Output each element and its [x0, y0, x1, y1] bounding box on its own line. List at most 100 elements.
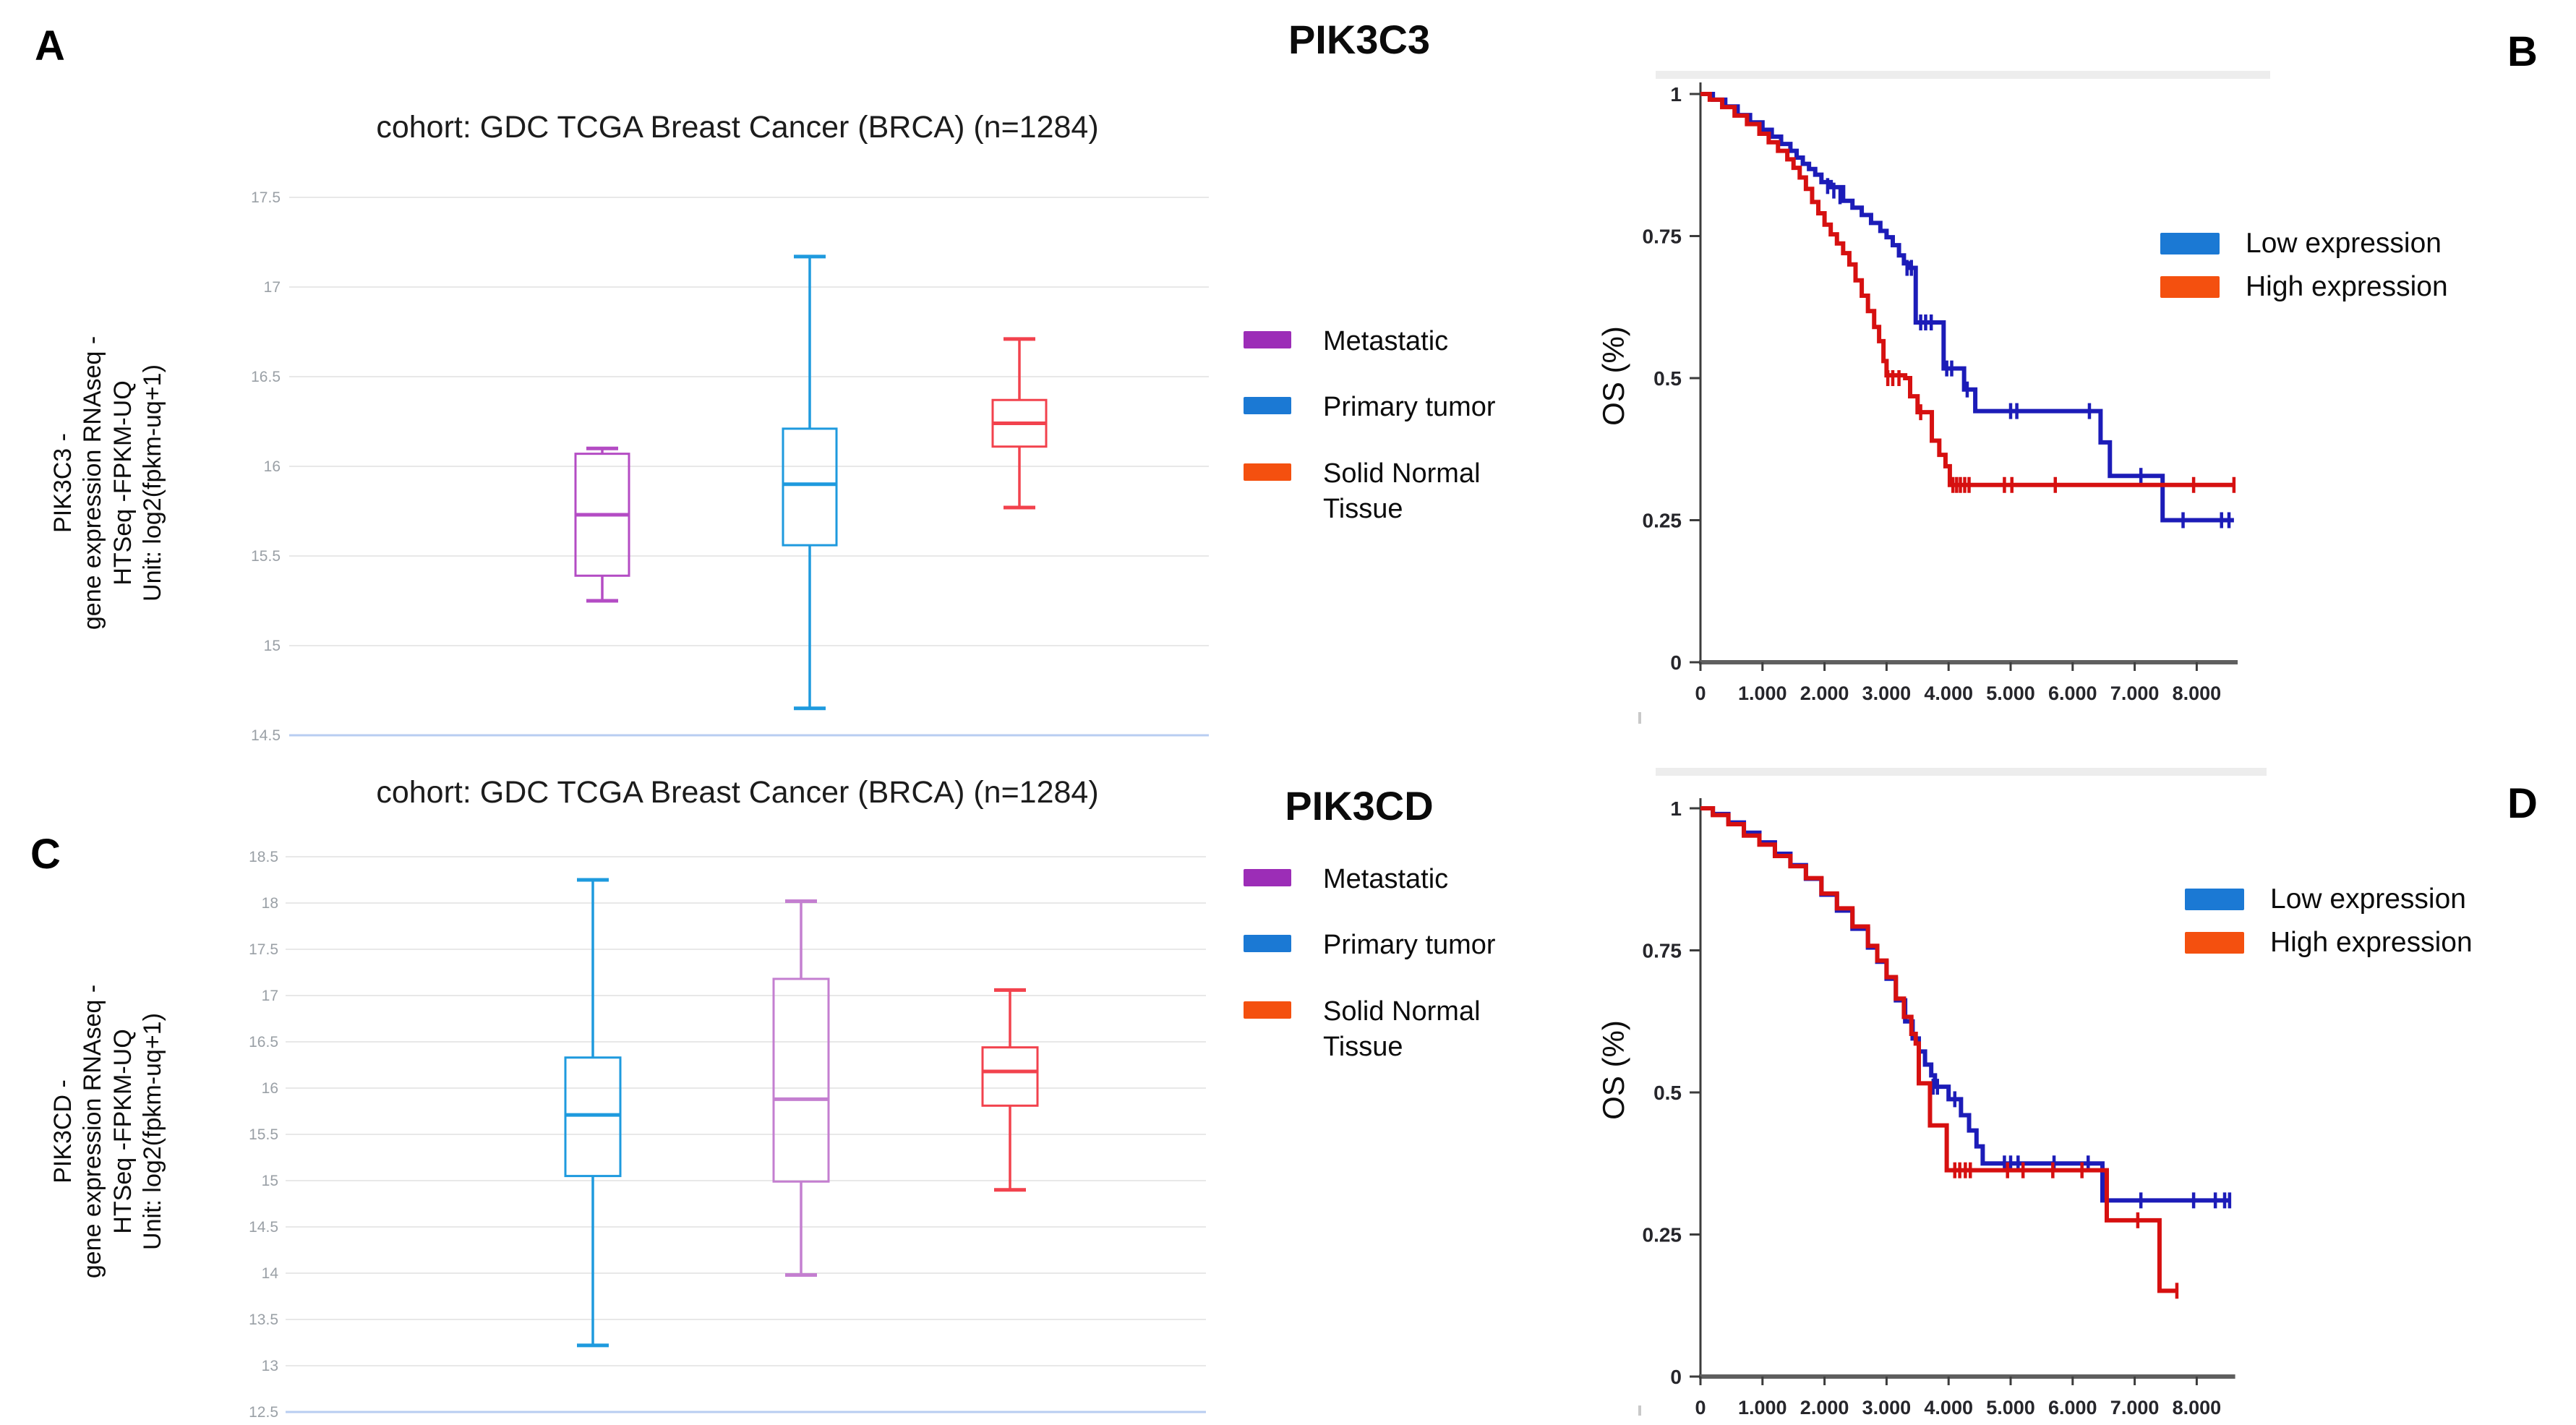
y-tick-label: 17: [264, 279, 281, 296]
y-tick-label: 16.5: [251, 369, 281, 385]
legend-item-label: Primary tumor: [1323, 392, 1496, 423]
x-tick-label: 0: [1695, 682, 1706, 704]
gene-title-pik3cd: PIK3CD: [1285, 783, 1434, 829]
y-tick-label: 15: [262, 1173, 278, 1189]
x-tick-label: 1.000: [1738, 682, 1787, 704]
panel-label-b: B: [2507, 28, 2538, 75]
x-tick-label: 3.000: [1862, 1397, 1912, 1418]
x-tick-label: 4.000: [1924, 682, 1973, 704]
km-b-chart: 1 0.75 0.5 0.25 00 1.000 2.000 3.000 4.000 5.000 6…: [1643, 82, 2238, 704]
km-b-legend: Low expression High expression: [2160, 228, 2448, 303]
y-tick-label: 16.5: [249, 1034, 278, 1050]
x-tick-label: 8.000: [2173, 1397, 2222, 1418]
x-tick-label: 6.000: [2048, 1397, 2097, 1418]
box-group-solid-normal-tissue: [981, 988, 1039, 1192]
legend-item-label: Solid Normal Tissue: [1323, 996, 1481, 1063]
boxplot-a-ylabel: PIK3C3 - gene expression RNAseq - HTSeq …: [49, 335, 167, 630]
km-curve: [1700, 806, 2231, 1203]
km-curve: [1700, 92, 2235, 487]
legend-item-metastatic: Metastatic: [1244, 324, 1496, 359]
low-expression-swatch-icon: [2185, 889, 2244, 910]
legend-item-low-expression: Low expression: [2160, 228, 2448, 260]
legend-item-solid-normal: Solid Normal Tissue: [1244, 456, 1496, 528]
legend-item-label: Solid Normal Tissue: [1323, 458, 1481, 525]
legend-item-label: Primary tumor: [1323, 930, 1496, 961]
y-tick-label: 14: [262, 1265, 279, 1282]
legend-item-label: Metastatic: [1323, 864, 1449, 894]
box-group-primary-tumor: [564, 878, 622, 1348]
low-expression-swatch-icon: [2160, 233, 2220, 254]
boxplot-a-chart: 17.5 17 16.5 16 15.5 15 14.5: [251, 189, 1209, 744]
primary-tumor-swatch-icon: [1244, 397, 1291, 415]
y-tick-label: 0.5: [1653, 1082, 1682, 1104]
legend-item-solid-normal: Solid Normal Tissue: [1244, 994, 1496, 1066]
km-series-high-expression: [1700, 806, 2179, 1299]
legend-item-low-expression: Low expression: [2185, 883, 2473, 915]
boxplot-c-title: cohort: GDC TCGA Breast Cancer (BRCA) (n…: [376, 775, 1099, 810]
x-tick-label: 3.000: [1862, 682, 1912, 704]
y-tick-label: 0.25: [1643, 1224, 1682, 1246]
y-tick-label: 14.5: [249, 1219, 278, 1236]
km-curve: [1700, 806, 2178, 1293]
y-tick-label: 0.75: [1643, 226, 1682, 248]
km-d-legend: Low expression High expression: [2185, 883, 2473, 959]
km-series-low-expression: [1700, 92, 2234, 529]
y-tick-label: 17: [262, 988, 278, 1004]
legend-item-primary-tumor: Primary tumor: [1244, 928, 1496, 963]
x-tick-label: 1.000: [1738, 1397, 1787, 1418]
panel-label-c: C: [30, 831, 61, 878]
y-tick-label: 0.5: [1653, 367, 1682, 390]
legend-item-primary-tumor: Primary tumor: [1244, 390, 1496, 425]
panel-d-top-band: [1656, 768, 2267, 776]
x-tick-label: 2.000: [1800, 682, 1849, 704]
y-tick-label: 18: [262, 895, 278, 912]
solid-normal-swatch-icon: [1244, 463, 1291, 481]
boxplot-a-title: cohort: GDC TCGA Breast Cancer (BRCA) (n…: [376, 110, 1099, 145]
km-d-chart: 1 0.75 0.5 0.25 00 1.000 2.000 3.000 4.000 5.000 6…: [1643, 797, 2235, 1418]
y-tick-label: 14.5: [251, 727, 281, 744]
y-tick-label: 0: [1670, 651, 1682, 674]
gene-title-pik3c3: PIK3C3: [1288, 17, 1431, 62]
boxplot-c-ylabel: PIK3CD - gene expression RNAseq - HTSeq …: [49, 984, 167, 1279]
y-tick-label: 0: [1670, 1366, 1682, 1388]
legend-item-high-expression: High expression: [2160, 271, 2448, 303]
y-tick-label: 0.75: [1643, 940, 1682, 962]
x-tick-label: 7.000: [2110, 1397, 2160, 1418]
x-tick-label: 8.000: [2173, 682, 2222, 704]
primary-tumor-swatch-icon: [1244, 935, 1291, 953]
legend-item-label: High expression: [2246, 271, 2448, 302]
x-tick-label: 6.000: [2048, 682, 2097, 704]
y-tick-label: 1: [1670, 797, 1682, 820]
y-tick-label: 17.5: [249, 941, 278, 958]
y-tick-label: 13.5: [249, 1311, 278, 1328]
legend-item-label: High expression: [2270, 927, 2473, 958]
y-tick-label: 13: [262, 1358, 278, 1374]
y-tick-label: 16: [262, 1080, 278, 1097]
y-tick-label: 12.5: [249, 1404, 278, 1421]
metastatic-swatch-icon: [1244, 331, 1291, 348]
panel-b-top-band: [1656, 71, 2270, 79]
km-series-low-expression: [1700, 806, 2232, 1209]
legend-item-label: Metastatic: [1323, 326, 1449, 356]
boxplot-c-chart: 18.5 18 17.5 17 16.5 16 15.5 15 14.5 14 13.5 13 12.5: [249, 849, 1206, 1421]
y-tick-label: 16: [264, 458, 281, 475]
solid-normal-swatch-icon: [1244, 1001, 1291, 1019]
x-tick-label: 2.000: [1800, 1397, 1849, 1418]
panel-label-d: D: [2507, 780, 2538, 827]
boxplot-c-legend: Metastatic Primary tumor Solid Normal Ti…: [1244, 862, 1496, 1066]
legend-item-metastatic: Metastatic: [1244, 862, 1496, 897]
legend-item-label: Low expression: [2246, 228, 2442, 259]
x-tick-label: 5.000: [1986, 682, 2035, 704]
legend-item-label: Low expression: [2270, 883, 2466, 915]
y-tick-label: 18.5: [249, 849, 278, 865]
y-tick-label: 0.25: [1643, 510, 1682, 532]
y-tick-label: 17.5: [251, 189, 281, 206]
box-group-primary-tumor: [782, 254, 838, 711]
box-group-solid-normal-tissue: [991, 337, 1048, 510]
boxplot-a-legend: Metastatic Primary tumor Solid Normal Ti…: [1244, 324, 1496, 528]
km-curve: [1700, 92, 2234, 523]
x-tick-label: 0: [1695, 1397, 1706, 1418]
y-tick-label: 15.5: [251, 548, 281, 565]
y-tick-label: 1: [1670, 83, 1682, 106]
